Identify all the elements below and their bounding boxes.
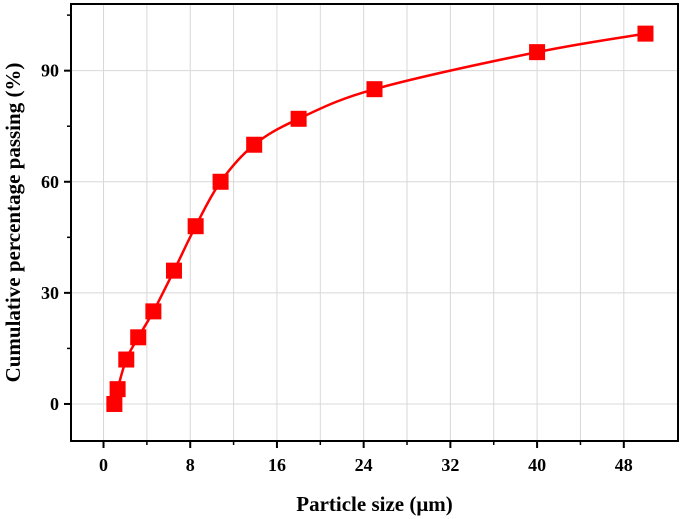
data-point-marker bbox=[246, 136, 263, 153]
plot-frame bbox=[70, 3, 679, 442]
x-tick-label: 24 bbox=[355, 455, 373, 475]
x-tick-label: 16 bbox=[268, 455, 286, 475]
y-tick-label: 60 bbox=[41, 172, 59, 192]
axis-ticks: 0 8 16 24 32 40 48 0 30 60 90 bbox=[41, 14, 633, 475]
x-tick-label: 8 bbox=[186, 455, 195, 475]
y-tick-label: 0 bbox=[50, 394, 59, 414]
data-point-marker bbox=[366, 81, 383, 98]
x-axis-title: Particle size (μm) bbox=[296, 492, 453, 516]
data-point-marker bbox=[130, 329, 147, 346]
data-point-marker bbox=[187, 218, 204, 235]
x-tick-label: 48 bbox=[615, 455, 633, 475]
data-point-marker bbox=[118, 351, 135, 368]
data-point-marker bbox=[529, 44, 546, 61]
x-tick-label: 32 bbox=[441, 455, 459, 475]
data-point-marker bbox=[145, 303, 162, 320]
data-point-marker bbox=[106, 395, 123, 412]
data-point-marker bbox=[109, 381, 126, 398]
y-axis-title: Cumulative percentage passing (%) bbox=[1, 63, 25, 383]
x-tick-label: 0 bbox=[99, 455, 108, 475]
y-tick-label: 30 bbox=[41, 283, 59, 303]
y-tick-label: 90 bbox=[41, 61, 59, 81]
data-point-marker bbox=[212, 173, 229, 190]
grid bbox=[71, 4, 678, 441]
data-point-marker bbox=[165, 262, 182, 279]
data-point-marker bbox=[290, 110, 307, 127]
series-red bbox=[106, 25, 654, 412]
x-tick-label: 40 bbox=[528, 455, 546, 475]
data-point-marker bbox=[637, 25, 654, 42]
